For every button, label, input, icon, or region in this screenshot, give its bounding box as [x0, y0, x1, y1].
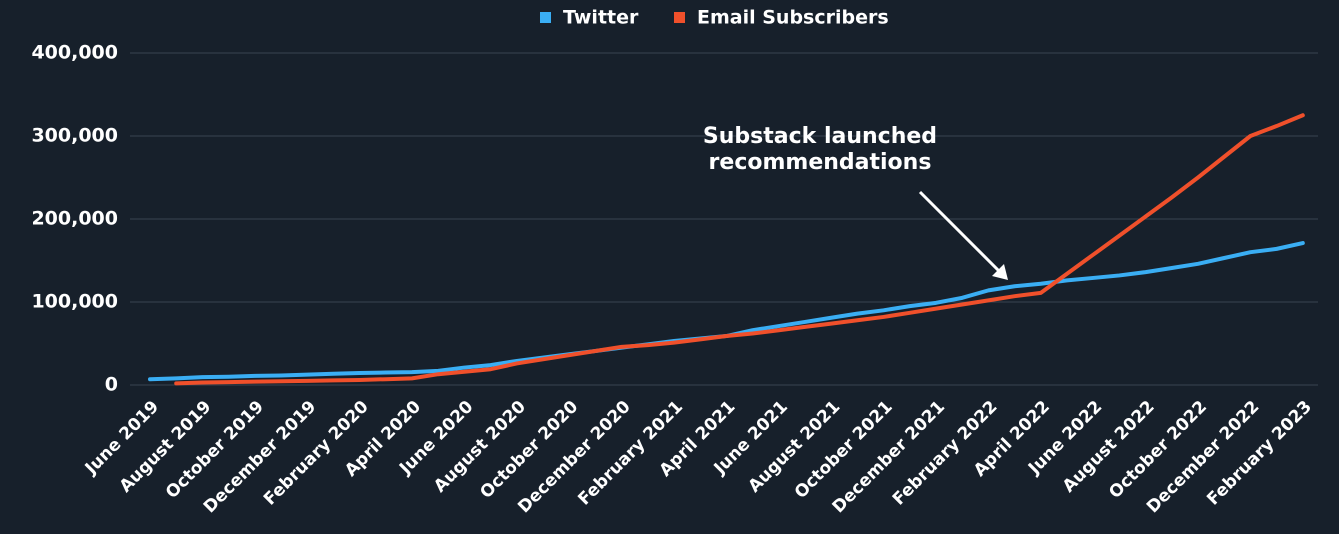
annotation-arrowhead [992, 264, 1008, 280]
annotation: recommendations [709, 150, 932, 175]
legend-swatch [540, 12, 551, 23]
lines [148, 113, 1305, 386]
legend-swatch [674, 12, 685, 23]
y-tick-label: 400,000 [31, 42, 118, 64]
y-tick-label: 0 [105, 374, 118, 396]
legend-label: Twitter [563, 7, 639, 29]
legend-label: Email Subscribers [697, 7, 889, 29]
annotation: Substack launched [703, 124, 937, 149]
series-line [174, 113, 1305, 386]
y-tick-label: 300,000 [31, 125, 118, 147]
annotation-arrow [918, 190, 1006, 278]
y-tick-label: 100,000 [31, 291, 118, 313]
y-tick-label: 200,000 [31, 208, 118, 230]
grid [130, 52, 1318, 386]
